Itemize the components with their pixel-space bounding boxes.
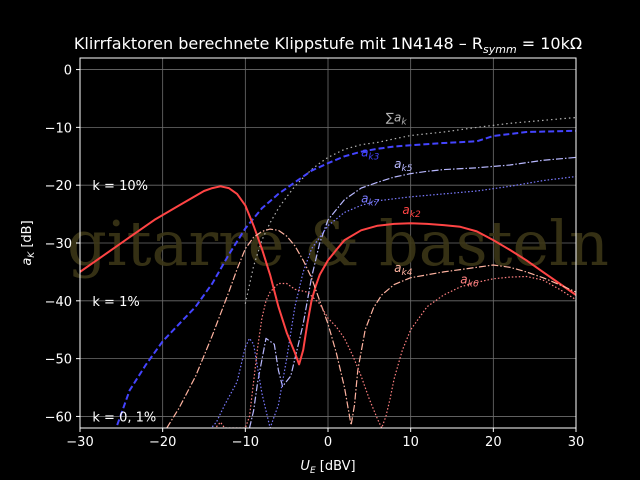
y-axis-ticks: 0 −10 −20 −30 −40 −50 −60	[45, 64, 80, 425]
series-layer	[80, 116, 576, 428]
annotation-label: k = 1%	[92, 295, 139, 310]
y-tick-label: −10	[45, 121, 72, 136]
y-tick-label: 0	[64, 64, 72, 79]
annotation-label: k = 0, 1%	[92, 410, 156, 425]
series-label: ak5	[394, 157, 413, 174]
xlabel-sub: E	[310, 466, 316, 476]
series-line-ak7	[211, 175, 576, 428]
series-label: ak4	[394, 261, 413, 278]
series-label: ak7	[361, 192, 380, 209]
series-label: ak2	[402, 203, 421, 220]
x-tick-label: −10	[232, 435, 259, 450]
series-line-ak	[244, 116, 576, 304]
annotations: k = 10% k = 1% k = 0, 1%	[92, 179, 156, 425]
y-axis-label: aK [dB]	[20, 220, 37, 265]
watermark: gitarre & basteln	[67, 207, 609, 280]
x-tick-label: 30	[568, 435, 585, 450]
series-label: ak3	[361, 145, 380, 162]
y-tick-label: −20	[45, 179, 72, 194]
series-label: ∑ak	[386, 111, 407, 128]
series-line-ak6	[215, 275, 576, 428]
y-tick-label: −60	[45, 410, 72, 425]
series-line-ak4	[166, 228, 576, 428]
series-label: ak6	[460, 272, 479, 289]
x-axis-label: UE [dBV]	[300, 459, 355, 476]
xlabel-main: U	[300, 459, 310, 474]
y-tick-label: −30	[45, 237, 72, 252]
y-tick-label: −40	[45, 295, 72, 310]
ylabel-tail: [dB]	[20, 220, 35, 251]
x-tick-label: −20	[149, 435, 176, 450]
title-main: Klirrfaktoren berechnete Klippstufe mit …	[74, 34, 483, 53]
y-tick-label: −50	[45, 353, 72, 368]
x-tick-label: 0	[324, 435, 332, 450]
xlabel-tail: [dBV]	[316, 459, 356, 474]
x-tick-label: −30	[66, 435, 93, 450]
series-line-ak5	[248, 156, 576, 428]
x-tick-label: 20	[485, 435, 502, 450]
series-labels: ∑ak ak3 ak5 ak7 ak2 ak4 ak6	[361, 111, 479, 290]
ylabel-main: a	[20, 258, 35, 266]
series-line-ak2	[80, 185, 576, 366]
ylabel-sub: K	[27, 251, 37, 258]
x-axis-ticks: −30 −20 −10 0 10 20 30	[66, 428, 584, 450]
annotation-label: k = 10%	[92, 179, 148, 194]
chart-title: Klirrfaktoren berechnete Klippstufe mit …	[74, 34, 582, 56]
x-tick-label: 10	[402, 435, 419, 450]
title-sub: symm	[483, 43, 517, 56]
title-tail: = 10kΩ	[517, 34, 582, 53]
